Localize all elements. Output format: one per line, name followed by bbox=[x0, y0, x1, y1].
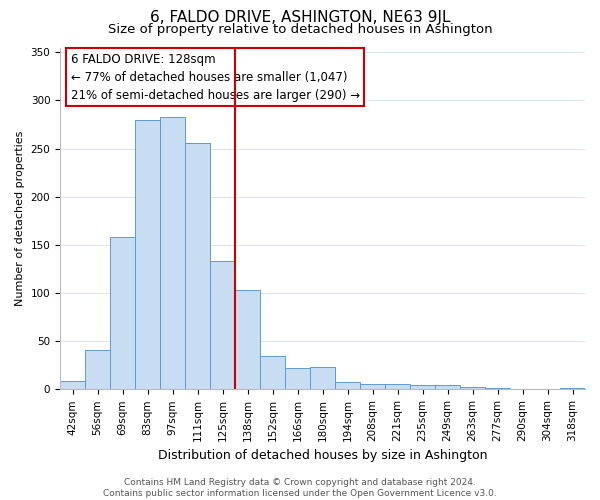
Bar bbox=[210, 262, 235, 390]
Text: 6, FALDO DRIVE, ASHINGTON, NE63 9JL: 6, FALDO DRIVE, ASHINGTON, NE63 9JL bbox=[150, 10, 450, 25]
Bar bbox=[85, 350, 110, 390]
Text: Contains HM Land Registry data © Crown copyright and database right 2024.
Contai: Contains HM Land Registry data © Crown c… bbox=[103, 478, 497, 498]
Bar bbox=[260, 356, 285, 390]
Bar bbox=[335, 382, 360, 390]
Bar bbox=[60, 380, 85, 390]
Bar bbox=[485, 388, 510, 390]
Bar bbox=[310, 367, 335, 390]
Bar bbox=[460, 388, 485, 390]
Bar bbox=[185, 143, 210, 390]
Bar bbox=[385, 384, 410, 390]
Bar bbox=[135, 120, 160, 390]
Bar bbox=[435, 386, 460, 390]
Bar bbox=[285, 368, 310, 390]
Bar bbox=[360, 384, 385, 390]
Text: Size of property relative to detached houses in Ashington: Size of property relative to detached ho… bbox=[107, 22, 493, 36]
Bar bbox=[235, 290, 260, 390]
Bar bbox=[160, 117, 185, 390]
Bar bbox=[110, 237, 135, 390]
Bar bbox=[560, 388, 585, 390]
Bar bbox=[410, 386, 435, 390]
X-axis label: Distribution of detached houses by size in Ashington: Distribution of detached houses by size … bbox=[158, 450, 487, 462]
Text: 6 FALDO DRIVE: 128sqm
← 77% of detached houses are smaller (1,047)
21% of semi-d: 6 FALDO DRIVE: 128sqm ← 77% of detached … bbox=[71, 52, 359, 102]
Y-axis label: Number of detached properties: Number of detached properties bbox=[15, 130, 25, 306]
